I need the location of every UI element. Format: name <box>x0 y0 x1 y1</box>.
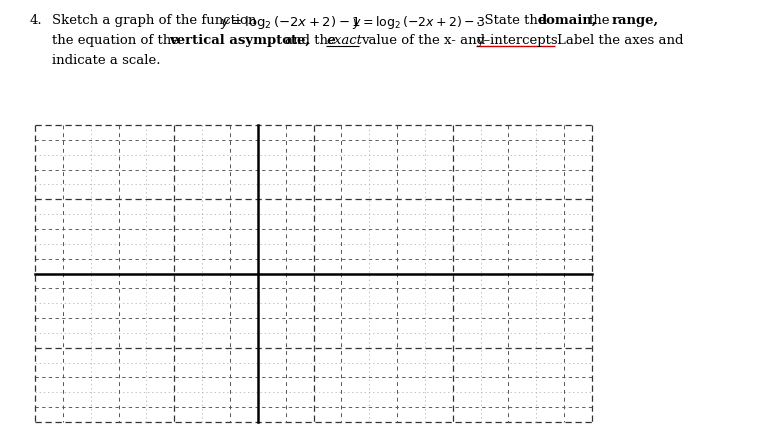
Text: and the: and the <box>285 34 336 47</box>
Text: value of the x- and: value of the x- and <box>361 34 485 47</box>
Text: indicate a scale.: indicate a scale. <box>52 54 160 67</box>
Text: the: the <box>589 14 610 27</box>
Text: . State the: . State the <box>476 14 546 27</box>
Text: $y = \log_2(-2x + 2) - 3$: $y = \log_2(-2x + 2) - 3$ <box>352 14 486 31</box>
Text: vertical asymptote,: vertical asymptote, <box>169 34 310 47</box>
Text: $y = \log_2(-2x + 2) - 1$: $y = \log_2(-2x + 2) - 1$ <box>220 14 361 31</box>
Text: Label the axes and: Label the axes and <box>557 34 683 47</box>
Text: Sketch a graph of the function: Sketch a graph of the function <box>52 14 256 27</box>
Text: y–intercepts.: y–intercepts. <box>476 34 562 47</box>
Text: range,: range, <box>612 14 659 27</box>
Text: 4.: 4. <box>30 14 43 27</box>
Text: domain,: domain, <box>537 14 597 27</box>
Text: exact: exact <box>326 34 362 47</box>
Text: the equation of the: the equation of the <box>52 34 179 47</box>
